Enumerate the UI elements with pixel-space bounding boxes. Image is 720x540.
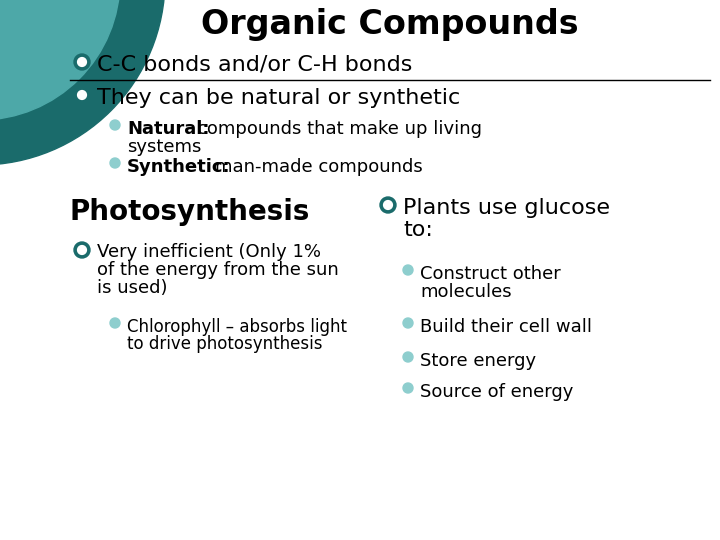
- Circle shape: [380, 197, 396, 213]
- Circle shape: [403, 383, 413, 393]
- Circle shape: [74, 242, 90, 258]
- Text: to:: to:: [403, 220, 433, 240]
- Text: Store energy: Store energy: [420, 352, 536, 370]
- Circle shape: [78, 58, 86, 66]
- Text: compounds that make up living: compounds that make up living: [197, 120, 482, 138]
- Circle shape: [110, 158, 120, 168]
- Text: systems: systems: [127, 138, 202, 156]
- Circle shape: [403, 265, 413, 275]
- Circle shape: [78, 246, 86, 254]
- Text: Plants use glucose: Plants use glucose: [403, 198, 610, 218]
- Circle shape: [384, 200, 392, 210]
- Circle shape: [78, 91, 86, 99]
- Circle shape: [74, 54, 90, 70]
- Text: is used): is used): [97, 279, 168, 297]
- Text: Build their cell wall: Build their cell wall: [420, 318, 592, 336]
- Circle shape: [0, 0, 165, 165]
- Circle shape: [110, 318, 120, 328]
- Circle shape: [403, 352, 413, 362]
- Text: Organic Compounds: Organic Compounds: [201, 8, 579, 41]
- Text: Chlorophyll – absorbs light: Chlorophyll – absorbs light: [127, 318, 347, 336]
- Text: Construct other: Construct other: [420, 265, 561, 283]
- Text: C-C bonds and/or C-H bonds: C-C bonds and/or C-H bonds: [97, 55, 413, 75]
- Text: man-made compounds: man-made compounds: [215, 158, 423, 176]
- Text: Synthetic:: Synthetic:: [127, 158, 230, 176]
- Text: Source of energy: Source of energy: [420, 383, 573, 401]
- Circle shape: [110, 120, 120, 130]
- Circle shape: [74, 87, 90, 103]
- Text: They can be natural or synthetic: They can be natural or synthetic: [97, 88, 460, 108]
- Text: molecules: molecules: [420, 283, 512, 301]
- Circle shape: [403, 318, 413, 328]
- Text: to drive photosynthesis: to drive photosynthesis: [127, 335, 323, 353]
- Text: Photosynthesis: Photosynthesis: [70, 198, 310, 226]
- Text: of the energy from the sun: of the energy from the sun: [97, 261, 338, 279]
- Text: Very inefficient (Only 1%: Very inefficient (Only 1%: [97, 243, 321, 261]
- Circle shape: [0, 0, 120, 120]
- Text: Natural:: Natural:: [127, 120, 210, 138]
